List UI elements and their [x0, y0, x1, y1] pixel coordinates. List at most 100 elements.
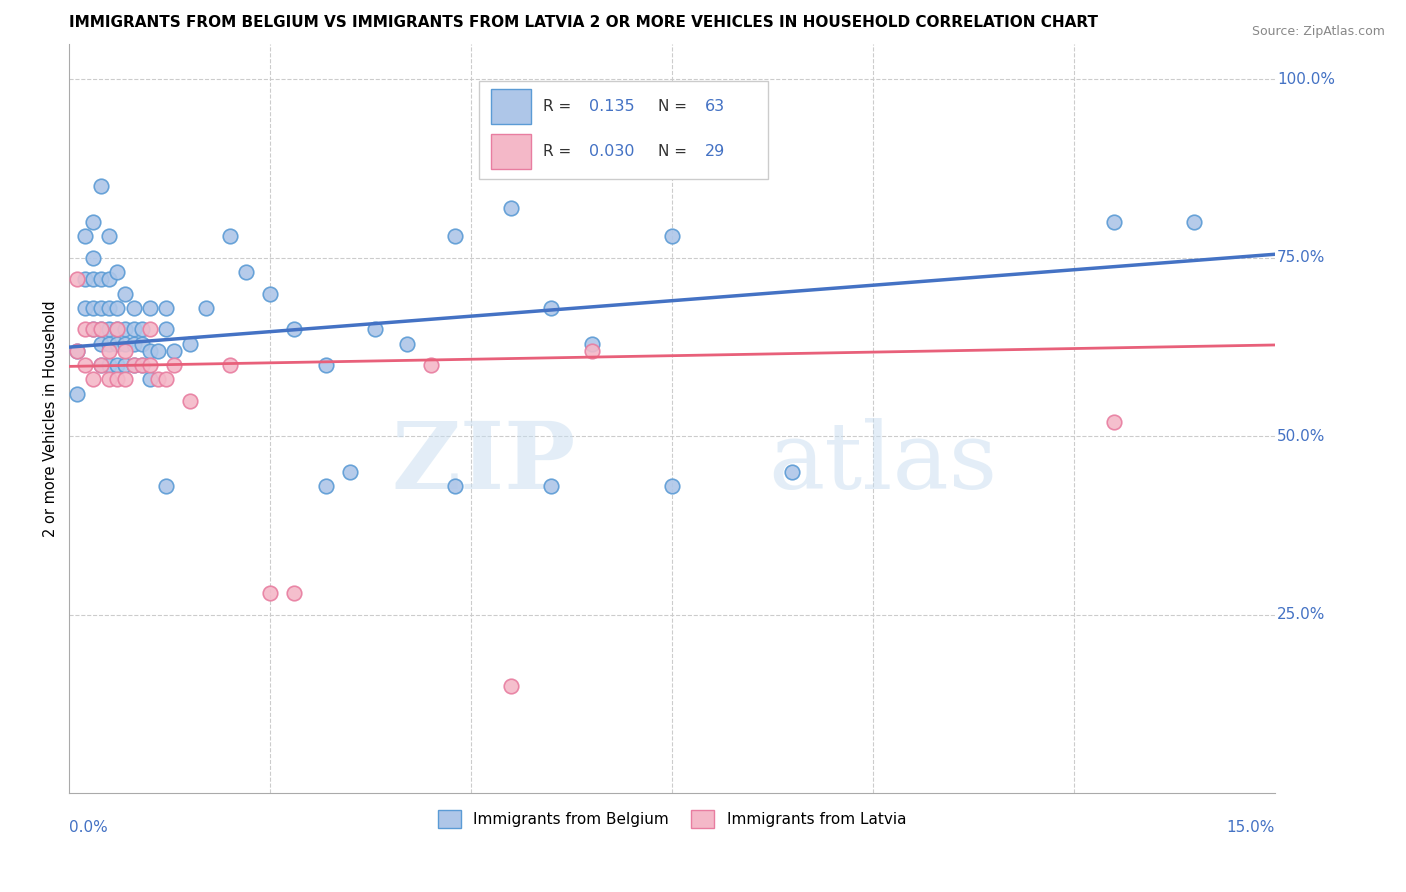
- Point: [98, 301, 121, 315]
- Point: [82, 322, 104, 336]
- Point: [98, 322, 121, 336]
- Point: [138, 301, 160, 315]
- Point: [90, 358, 112, 372]
- Point: [131, 358, 153, 372]
- Point: [444, 479, 467, 493]
- Point: [82, 372, 104, 386]
- Text: 0.0%: 0.0%: [69, 820, 108, 835]
- Point: [66, 343, 89, 358]
- Point: [107, 265, 129, 279]
- Point: [82, 251, 104, 265]
- Point: [98, 343, 121, 358]
- Point: [131, 358, 153, 372]
- Text: ZIP: ZIP: [391, 418, 575, 508]
- Point: [107, 322, 129, 336]
- Point: [661, 479, 683, 493]
- Point: [114, 358, 136, 372]
- Point: [155, 322, 177, 336]
- Point: [283, 322, 305, 336]
- Point: [90, 336, 112, 351]
- Y-axis label: 2 or more Vehicles in Household: 2 or more Vehicles in Household: [44, 301, 58, 537]
- Point: [138, 358, 160, 372]
- Point: [259, 286, 281, 301]
- Point: [98, 336, 121, 351]
- Point: [1182, 215, 1205, 229]
- Point: [122, 358, 145, 372]
- Point: [131, 322, 153, 336]
- Point: [501, 679, 523, 693]
- Legend: Immigrants from Belgium, Immigrants from Latvia: Immigrants from Belgium, Immigrants from…: [432, 804, 912, 834]
- Point: [122, 322, 145, 336]
- Point: [98, 272, 121, 286]
- Point: [122, 301, 145, 315]
- Point: [107, 336, 129, 351]
- Text: 15.0%: 15.0%: [1226, 820, 1275, 835]
- Point: [581, 343, 603, 358]
- Point: [82, 272, 104, 286]
- Point: [122, 358, 145, 372]
- Point: [444, 229, 467, 244]
- Point: [163, 343, 186, 358]
- Point: [98, 358, 121, 372]
- Text: Source: ZipAtlas.com: Source: ZipAtlas.com: [1251, 25, 1385, 38]
- Point: [131, 336, 153, 351]
- Point: [315, 479, 337, 493]
- Point: [540, 301, 562, 315]
- Point: [283, 586, 305, 600]
- Point: [75, 322, 97, 336]
- Point: [107, 301, 129, 315]
- Point: [98, 372, 121, 386]
- Point: [419, 358, 441, 372]
- Point: [90, 272, 112, 286]
- Point: [75, 229, 97, 244]
- Point: [98, 229, 121, 244]
- Point: [90, 301, 112, 315]
- Point: [75, 301, 97, 315]
- Point: [107, 322, 129, 336]
- Point: [66, 343, 89, 358]
- Point: [146, 372, 169, 386]
- Text: 25.0%: 25.0%: [1277, 607, 1326, 623]
- Text: 100.0%: 100.0%: [1277, 72, 1334, 87]
- Point: [75, 272, 97, 286]
- Point: [1102, 415, 1125, 429]
- Point: [155, 372, 177, 386]
- Point: [219, 229, 242, 244]
- Point: [155, 479, 177, 493]
- Point: [114, 322, 136, 336]
- Point: [75, 358, 97, 372]
- Point: [155, 301, 177, 315]
- Point: [82, 215, 104, 229]
- Point: [138, 343, 160, 358]
- Point: [90, 179, 112, 194]
- Point: [179, 336, 201, 351]
- Point: [219, 358, 242, 372]
- Text: IMMIGRANTS FROM BELGIUM VS IMMIGRANTS FROM LATVIA 2 OR MORE VEHICLES IN HOUSEHOL: IMMIGRANTS FROM BELGIUM VS IMMIGRANTS FR…: [69, 15, 1098, 30]
- Point: [235, 265, 257, 279]
- Point: [782, 465, 804, 479]
- Point: [259, 586, 281, 600]
- Point: [66, 386, 89, 401]
- Point: [138, 372, 160, 386]
- Text: atlas: atlas: [768, 418, 998, 508]
- Point: [66, 272, 89, 286]
- Point: [339, 465, 361, 479]
- Point: [163, 358, 186, 372]
- Point: [194, 301, 217, 315]
- Point: [114, 343, 136, 358]
- Point: [90, 358, 112, 372]
- Point: [122, 336, 145, 351]
- Point: [82, 301, 104, 315]
- Point: [82, 322, 104, 336]
- Point: [107, 372, 129, 386]
- Point: [114, 286, 136, 301]
- Point: [107, 358, 129, 372]
- Point: [315, 358, 337, 372]
- Point: [146, 343, 169, 358]
- Point: [395, 336, 418, 351]
- Point: [540, 479, 562, 493]
- Text: 75.0%: 75.0%: [1277, 251, 1326, 265]
- Point: [501, 201, 523, 215]
- Point: [90, 322, 112, 336]
- Point: [581, 336, 603, 351]
